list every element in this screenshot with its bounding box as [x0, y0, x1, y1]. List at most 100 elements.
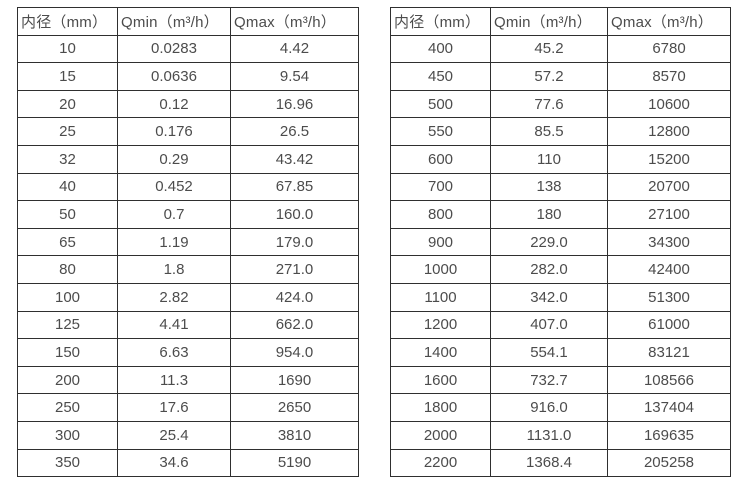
table-cell: 200	[17, 365, 118, 395]
table-cell: 25.4	[117, 420, 231, 450]
table-cell: 1131.0	[490, 420, 608, 450]
table-row: 400 45.2 6780	[390, 34, 731, 64]
table-cell: 67.85	[230, 172, 359, 202]
table-cell: 110	[490, 144, 608, 174]
table-row: 450 57.2 8570	[390, 62, 731, 91]
table-cell: 150	[17, 338, 118, 367]
table-cell: 15	[17, 62, 118, 91]
table-cell: 34.6	[117, 448, 231, 478]
table-cell: 205258	[607, 448, 731, 478]
table-cell: 732.7	[490, 365, 608, 395]
header-qmax: Qmax（m³/h）	[230, 7, 359, 36]
table-cell: 43.42	[230, 144, 359, 174]
table-row: 1800 916.0 137404	[390, 393, 731, 422]
table-cell: 500	[390, 89, 491, 119]
table-cell: 138	[490, 172, 608, 202]
table-cell: 1600	[390, 365, 491, 395]
table-cell: 2.82	[117, 282, 231, 312]
table-row: 550 85.5 12800	[390, 117, 731, 146]
table-row: 50 0.7 160.0	[17, 200, 359, 229]
table-cell: 662.0	[230, 310, 359, 340]
table-cell: 83121	[607, 338, 731, 367]
table-cell: 100	[17, 282, 118, 312]
table-row: 80 1.8 271.0	[17, 255, 359, 284]
table-cell: 50	[17, 200, 118, 229]
table-row: 100 2.82 424.0	[17, 282, 359, 312]
header-inner-diameter: 内径（mm）	[390, 7, 491, 36]
table-row: 900 229.0 34300	[390, 227, 731, 257]
table-cell: 700	[390, 172, 491, 202]
table-cell: 65	[17, 227, 118, 257]
table-row: 350 34.6 5190	[17, 448, 359, 478]
table-cell: 20	[17, 89, 118, 119]
table-row: 1200 407.0 61000	[390, 310, 731, 340]
table-cell: 0.0636	[117, 62, 231, 91]
table-row: 25 0.176 26.5	[17, 117, 359, 146]
table-cell: 229.0	[490, 227, 608, 257]
table-row: 15 0.0636 9.54	[17, 62, 359, 91]
table-cell: 0.7	[117, 200, 231, 229]
table-cell: 85.5	[490, 117, 608, 146]
table-cell: 0.12	[117, 89, 231, 119]
table-cell: 1400	[390, 338, 491, 367]
header-qmin: Qmin（m³/h）	[117, 7, 231, 36]
table-row: 40 0.452 67.85	[17, 172, 359, 202]
table-cell: 554.1	[490, 338, 608, 367]
table-cell: 1100	[390, 282, 491, 312]
table-cell: 4.42	[230, 34, 359, 64]
table-cell: 1000	[390, 255, 491, 284]
table-row: 10 0.0283 4.42	[17, 34, 359, 64]
table-cell: 1800	[390, 393, 491, 422]
table-cell: 5190	[230, 448, 359, 478]
table-cell: 282.0	[490, 255, 608, 284]
table-cell: 10	[17, 34, 118, 64]
table-cell: 250	[17, 393, 118, 422]
table-row: 65 1.19 179.0	[17, 227, 359, 257]
table-row: 600 110 15200	[390, 144, 731, 174]
table-cell: 57.2	[490, 62, 608, 91]
table-cell: 2000	[390, 420, 491, 450]
table-cell: 400	[390, 34, 491, 64]
table-cell: 900	[390, 227, 491, 257]
header-qmax: Qmax（m³/h）	[607, 7, 731, 36]
table-body: 400 45.2 6780 450 57.2 8570 500 77.6 10600 550 85.…	[390, 34, 731, 478]
table-cell: 125	[17, 310, 118, 340]
table-cell: 350	[17, 448, 118, 478]
table-row: 1600 732.7 108566	[390, 365, 731, 395]
table-cell: 407.0	[490, 310, 608, 340]
table-cell: 40	[17, 172, 118, 202]
table-cell: 169635	[607, 420, 731, 450]
table-row: 1400 554.1 83121	[390, 338, 731, 367]
table-cell: 6780	[607, 34, 731, 64]
table-row: 300 25.4 3810	[17, 420, 359, 450]
table-cell: 12800	[607, 117, 731, 146]
table-cell: 15200	[607, 144, 731, 174]
flow-spec-table-small-diameters: 内径（mm） Qmin（m³/h） Qmax（m³/h） 10 0.0283 4.4…	[17, 7, 359, 478]
table-cell: 1690	[230, 365, 359, 395]
table-cell: 0.29	[117, 144, 231, 174]
table-cell: 179.0	[230, 227, 359, 257]
table-row: 500 77.6 10600	[390, 89, 731, 119]
table-cell: 17.6	[117, 393, 231, 422]
table-cell: 160.0	[230, 200, 359, 229]
table-cell: 450	[390, 62, 491, 91]
table-cell: 6.63	[117, 338, 231, 367]
table-row: 32 0.29 43.42	[17, 144, 359, 174]
table-cell: 180	[490, 200, 608, 229]
table-cell: 11.3	[117, 365, 231, 395]
table-row: 200 11.3 1690	[17, 365, 359, 395]
table-cell: 80	[17, 255, 118, 284]
table-row: 150 6.63 954.0	[17, 338, 359, 367]
table-cell: 42400	[607, 255, 731, 284]
table-cell: 271.0	[230, 255, 359, 284]
table-cell: 342.0	[490, 282, 608, 312]
table-row: 2000 1131.0 169635	[390, 420, 731, 450]
table-cell: 9.54	[230, 62, 359, 91]
table-cell: 800	[390, 200, 491, 229]
table-row: 700 138 20700	[390, 172, 731, 202]
table-cell: 25	[17, 117, 118, 146]
table-row: 2200 1368.4 205258	[390, 448, 731, 478]
table-cell: 10600	[607, 89, 731, 119]
table-cell: 8570	[607, 62, 731, 91]
